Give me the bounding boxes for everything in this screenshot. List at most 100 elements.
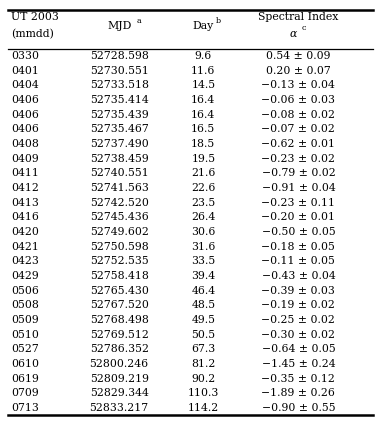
Text: −0.90 ± 0.55: −0.90 ± 0.55 [262,403,335,413]
Text: −0.64 ± 0.05: −0.64 ± 0.05 [261,344,335,354]
Text: 16.4: 16.4 [191,110,215,120]
Text: 0330: 0330 [11,51,39,61]
Text: 0404: 0404 [11,80,39,90]
Text: α: α [289,29,296,39]
Text: 0709: 0709 [11,388,39,398]
Text: 23.5: 23.5 [191,198,215,208]
Text: 0508: 0508 [11,300,39,310]
Text: c: c [302,24,307,32]
Text: 52786.352: 52786.352 [90,344,149,354]
Text: UT 2003: UT 2003 [11,12,59,22]
Text: 21.6: 21.6 [191,168,216,179]
Text: 11.6: 11.6 [191,66,216,76]
Text: −0.18 ± 0.05: −0.18 ± 0.05 [261,242,335,252]
Text: 52833.217: 52833.217 [90,403,149,413]
Text: −0.79 ± 0.02: −0.79 ± 0.02 [261,168,335,179]
Text: 0401: 0401 [11,66,39,76]
Text: 114.2: 114.2 [188,403,219,413]
Text: 50.5: 50.5 [191,330,215,340]
Text: 0510: 0510 [11,330,39,340]
Text: 52735.414: 52735.414 [90,95,149,105]
Text: 0408: 0408 [11,139,39,149]
Text: −0.23 ± 0.11: −0.23 ± 0.11 [261,198,335,208]
Text: −0.19 ± 0.02: −0.19 ± 0.02 [261,300,335,310]
Text: 18.5: 18.5 [191,139,215,149]
Text: 0420: 0420 [11,227,39,237]
Text: 52829.344: 52829.344 [90,388,149,398]
Text: 0411: 0411 [11,168,39,179]
Text: 49.5: 49.5 [191,315,215,325]
Text: 0509: 0509 [11,315,39,325]
Text: 0429: 0429 [11,271,39,281]
Text: 33.5: 33.5 [191,256,215,266]
Text: 52809.219: 52809.219 [90,374,149,384]
Text: 14.5: 14.5 [191,80,215,90]
Text: 67.3: 67.3 [191,344,215,354]
Text: −0.43 ± 0.04: −0.43 ± 0.04 [261,271,335,281]
Text: 52749.602: 52749.602 [90,227,149,237]
Text: 9.6: 9.6 [195,51,212,61]
Text: 0527: 0527 [11,344,39,354]
Text: 0713: 0713 [11,403,39,413]
Text: 22.6: 22.6 [191,183,216,193]
Text: 52758.418: 52758.418 [90,271,149,281]
Text: 0.20 ± 0.07: 0.20 ± 0.07 [266,66,331,76]
Text: −0.62 ± 0.01: −0.62 ± 0.01 [261,139,335,149]
Text: −0.23 ± 0.02: −0.23 ± 0.02 [261,154,335,164]
Text: 52737.490: 52737.490 [90,139,149,149]
Text: 0416: 0416 [11,212,39,222]
Text: 52750.598: 52750.598 [90,242,149,252]
Text: 0413: 0413 [11,198,39,208]
Text: 52800.246: 52800.246 [90,359,149,369]
Text: 0.54 ± 0.09: 0.54 ± 0.09 [266,51,331,61]
Text: 81.2: 81.2 [191,359,216,369]
Text: −0.07 ± 0.02: −0.07 ± 0.02 [261,124,335,134]
Text: 0421: 0421 [11,242,39,252]
Text: (mmdd): (mmdd) [11,29,54,39]
Text: 52728.598: 52728.598 [90,51,149,61]
Text: 110.3: 110.3 [187,388,219,398]
Text: 52745.436: 52745.436 [90,212,149,222]
Text: 19.5: 19.5 [191,154,215,164]
Text: 46.4: 46.4 [191,286,215,296]
Text: 39.4: 39.4 [191,271,215,281]
Text: −0.06 ± 0.03: −0.06 ± 0.03 [261,95,335,105]
Text: Spectral Index: Spectral Index [258,12,339,22]
Text: −0.35 ± 0.12: −0.35 ± 0.12 [261,374,335,384]
Text: 90.2: 90.2 [191,374,215,384]
Text: 0506: 0506 [11,286,39,296]
Text: MJD: MJD [107,22,131,31]
Text: −1.89 ± 0.26: −1.89 ± 0.26 [261,388,335,398]
Text: 0610: 0610 [11,359,39,369]
Text: 52740.551: 52740.551 [90,168,149,179]
Text: 0619: 0619 [11,374,39,384]
Text: Day: Day [193,22,214,31]
Text: −1.45 ± 0.24: −1.45 ± 0.24 [262,359,335,369]
Text: −0.50 ± 0.05: −0.50 ± 0.05 [261,227,335,237]
Text: −0.25 ± 0.02: −0.25 ± 0.02 [261,315,335,325]
Text: 52738.459: 52738.459 [90,154,149,164]
Text: 26.4: 26.4 [191,212,215,222]
Text: 48.5: 48.5 [191,300,215,310]
Text: 31.6: 31.6 [191,242,216,252]
Text: 52735.439: 52735.439 [90,110,149,120]
Text: 16.4: 16.4 [191,95,215,105]
Text: 52767.520: 52767.520 [90,300,149,310]
Text: −0.39 ± 0.03: −0.39 ± 0.03 [261,286,335,296]
Text: 52752.535: 52752.535 [90,256,149,266]
Text: 0406: 0406 [11,95,39,105]
Text: b: b [215,17,221,25]
Text: 0406: 0406 [11,124,39,134]
Text: a: a [136,17,141,25]
Text: 52741.563: 52741.563 [90,183,149,193]
Text: −0.11 ± 0.05: −0.11 ± 0.05 [261,256,335,266]
Text: 52735.467: 52735.467 [90,124,149,134]
Text: 30.6: 30.6 [191,227,216,237]
Text: 52742.520: 52742.520 [90,198,149,208]
Text: 52769.512: 52769.512 [90,330,149,340]
Text: 52730.551: 52730.551 [90,66,149,76]
Text: −0.08 ± 0.02: −0.08 ± 0.02 [261,110,335,120]
Text: 0423: 0423 [11,256,39,266]
Text: 0406: 0406 [11,110,39,120]
Text: 52733.518: 52733.518 [90,80,149,90]
